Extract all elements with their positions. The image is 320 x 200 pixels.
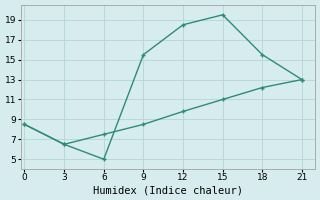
X-axis label: Humidex (Indice chaleur): Humidex (Indice chaleur) [93, 185, 243, 195]
